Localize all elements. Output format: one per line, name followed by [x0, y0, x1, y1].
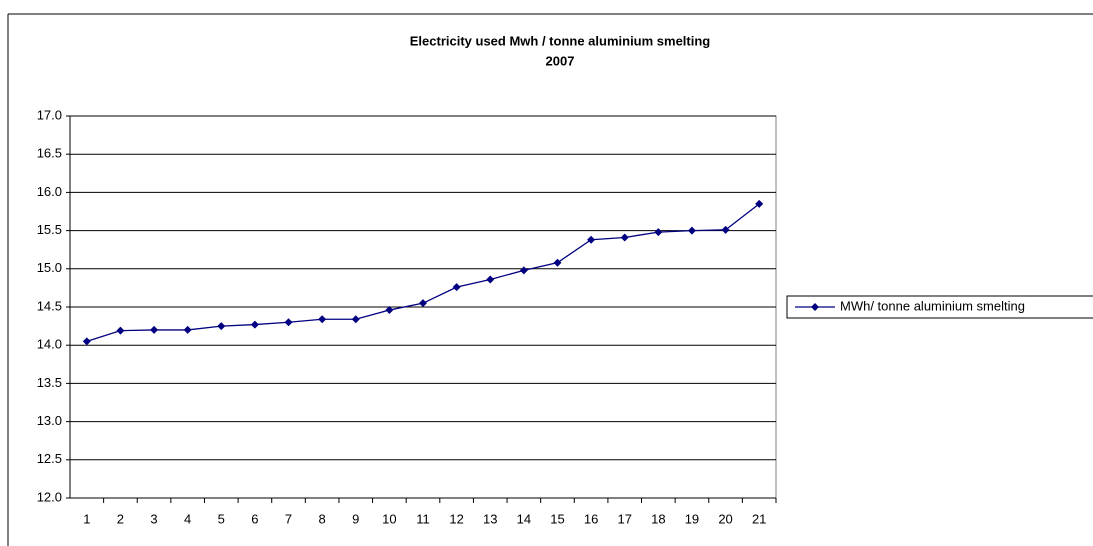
point: [755, 199, 764, 208]
chart-subtitle: 2007: [546, 53, 575, 68]
point: [284, 318, 293, 327]
point: [620, 233, 629, 242]
x-tick-label: 17: [617, 511, 631, 526]
x-tick-label: 12: [449, 511, 463, 526]
x-tick-label: 6: [251, 511, 258, 526]
x-tick-label: 5: [218, 511, 225, 526]
x-tick-label: 20: [718, 511, 732, 526]
y-tick-label: 12.0: [37, 489, 62, 504]
point: [183, 325, 192, 334]
point: [116, 326, 125, 335]
x-tick-label: 21: [752, 511, 766, 526]
x-tick-label: 4: [184, 511, 191, 526]
y-tick-label: 14.0: [37, 337, 62, 352]
x-tick-label: 2: [117, 511, 124, 526]
point: [519, 266, 528, 275]
x-tick-label: 7: [285, 511, 292, 526]
x-tick-label: 16: [584, 511, 598, 526]
x-tick-label: 8: [319, 511, 326, 526]
point: [217, 322, 226, 331]
x-tick-label: 19: [685, 511, 699, 526]
point: [318, 315, 327, 324]
point: [553, 258, 562, 267]
point: [419, 299, 427, 308]
legend-box: [786, 295, 1093, 319]
point: [82, 337, 91, 346]
x-tick-label: 15: [550, 511, 564, 526]
y-tick-label: 16.0: [37, 184, 62, 199]
y-tick-label: 12.5: [37, 451, 62, 466]
point: [587, 235, 596, 244]
x-tick-label: 1: [83, 511, 90, 526]
point: [351, 315, 360, 324]
x-tick-label: 14: [517, 511, 531, 526]
x-tick-label: 3: [150, 511, 157, 526]
x-tick-label: 11: [416, 511, 430, 526]
point: [452, 283, 461, 292]
y-tick-label: 15.0: [37, 260, 62, 275]
point: [150, 325, 159, 334]
x-tick-label: 18: [651, 511, 665, 526]
y-tick-label: 13.5: [37, 375, 62, 390]
legend-marker: [811, 303, 819, 311]
y-tick-label: 14.5: [37, 298, 62, 313]
x-tick-label: 9: [352, 511, 359, 526]
point: [250, 320, 259, 329]
x-tick-label: 13: [483, 511, 497, 526]
legend-label: MWh/ tonne aluminium smelting: [840, 298, 1025, 313]
y-tick-label: 16.5: [37, 146, 62, 161]
y-tick-label: 17.0: [37, 107, 62, 122]
point: [721, 225, 730, 234]
point: [654, 228, 663, 237]
point: [687, 226, 696, 235]
y-tick-label: 15.5: [37, 222, 62, 237]
chart-title: Electricity used Mwh / tonne aluminium s…: [410, 33, 711, 48]
point: [385, 306, 394, 315]
y-tick-label: 13.0: [37, 413, 62, 428]
point: [486, 275, 495, 284]
x-tick-label: 10: [382, 511, 396, 526]
